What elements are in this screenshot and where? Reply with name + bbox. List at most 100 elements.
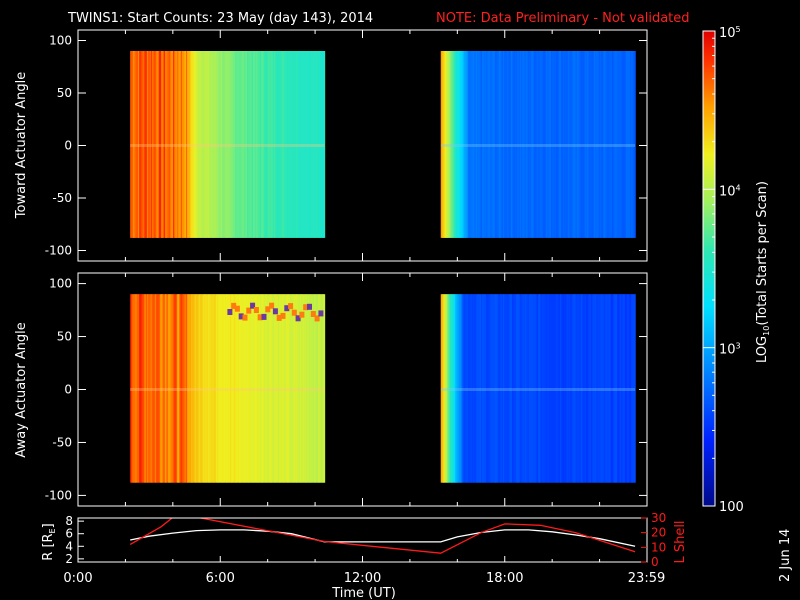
heatmap-column — [524, 51, 527, 238]
heatmap-column — [502, 294, 505, 483]
heatmap-column — [277, 294, 280, 483]
heatmap-column — [611, 51, 614, 238]
heatmap-column — [447, 51, 450, 238]
heatmap-column — [466, 294, 469, 483]
heatmap-column — [501, 51, 504, 238]
heatmap-column — [233, 51, 236, 238]
r-series-line — [130, 529, 636, 547]
heatmap-column — [552, 51, 555, 238]
heatmap-column — [522, 51, 525, 238]
heatmap-column — [187, 294, 190, 483]
heatmap-column — [139, 294, 142, 483]
heatmap-column — [464, 294, 466, 483]
heatmap-column — [547, 51, 549, 238]
heatmap-column — [267, 51, 270, 238]
heatmap-column — [545, 294, 548, 483]
heatmap-column — [241, 51, 244, 238]
heatmap-column — [567, 294, 570, 483]
heatmap-column — [578, 51, 581, 238]
heatmap-column — [442, 294, 444, 483]
heatmap-column — [249, 294, 252, 483]
heatmap-column — [245, 294, 248, 483]
heatmap-feature — [261, 313, 267, 320]
heatmap-column — [574, 51, 577, 238]
heatmap-column — [196, 294, 199, 483]
heatmap-feature — [269, 302, 275, 309]
y-tick-label: 6 — [65, 527, 73, 541]
heatmap-column — [453, 294, 456, 483]
heatmap-column — [566, 294, 569, 483]
heatmap-column — [470, 294, 473, 483]
heatmap-column — [526, 294, 529, 483]
colorbar-gradient — [703, 31, 715, 506]
heatmap-column — [589, 294, 592, 483]
heatmap-column — [285, 294, 288, 483]
heatmap-column — [620, 51, 623, 238]
heatmap-column — [594, 51, 597, 238]
heatmap-column — [444, 51, 447, 238]
heatmap-column — [467, 51, 470, 238]
heatmap-column — [205, 294, 208, 483]
heatmap-column — [145, 51, 148, 238]
heatmap-column — [305, 51, 308, 238]
heatmap-column — [166, 294, 169, 483]
heatmap-column — [286, 51, 289, 238]
heatmap-column — [561, 294, 564, 483]
y2-tick-label: 0 — [651, 555, 659, 569]
heatmap-column — [284, 51, 287, 238]
colorbar-tick-label: 100 — [719, 500, 744, 515]
y-tick-label: 100 — [49, 277, 72, 291]
heatmap-column — [192, 294, 195, 483]
heatmap-column — [501, 294, 504, 483]
heatmap-column — [576, 51, 579, 238]
zero-angle-band — [130, 388, 325, 391]
heatmap-column — [605, 294, 608, 483]
heatmap-column — [150, 51, 153, 238]
heatmap-column — [587, 294, 590, 483]
heatmap-column — [480, 294, 483, 483]
heatmap-column — [253, 294, 256, 483]
heatmap-column — [478, 51, 481, 238]
heatmap-column — [254, 294, 257, 483]
heatmap-column — [453, 51, 456, 238]
heatmap-column — [218, 294, 221, 483]
heatmap-column — [198, 51, 201, 238]
heatmap-column — [480, 51, 483, 238]
heatmap-column — [515, 294, 518, 483]
heatmap-column — [499, 51, 501, 238]
heatmap-column — [215, 294, 218, 483]
heatmap-column — [194, 51, 197, 238]
heatmap-column — [557, 51, 560, 238]
heatmap-column — [562, 51, 565, 238]
heatmap-column — [149, 51, 152, 238]
heatmap-column — [268, 294, 271, 483]
heatmap-column — [244, 51, 247, 238]
heatmap-column — [162, 51, 165, 238]
heatmap-column — [303, 294, 306, 483]
heatmap-column — [226, 51, 228, 238]
heatmap-column — [571, 51, 574, 238]
heatmap-column — [297, 294, 300, 483]
heatmap-column — [477, 51, 479, 238]
heatmap-column — [296, 51, 298, 238]
heatmap-column — [312, 51, 315, 238]
heatmap-column — [451, 294, 454, 483]
heatmap-column — [519, 294, 522, 483]
heatmap-column — [134, 51, 136, 238]
heatmap-column — [587, 51, 590, 238]
heatmap-column — [131, 294, 134, 483]
heatmap-column — [275, 294, 278, 483]
heatmap-column — [592, 294, 595, 483]
heatmap-column — [448, 51, 451, 238]
heatmap-column — [570, 294, 573, 483]
heatmap-column — [487, 294, 490, 483]
heatmap-column — [280, 294, 283, 483]
heatmap-column — [553, 294, 556, 483]
heatmap-column — [228, 51, 231, 238]
heatmap-column — [553, 51, 556, 238]
heatmap-column — [310, 294, 313, 483]
heatmap-column — [135, 51, 138, 238]
heatmap-column — [274, 294, 276, 483]
heatmap-column — [249, 51, 252, 238]
heatmap-column — [231, 51, 234, 238]
